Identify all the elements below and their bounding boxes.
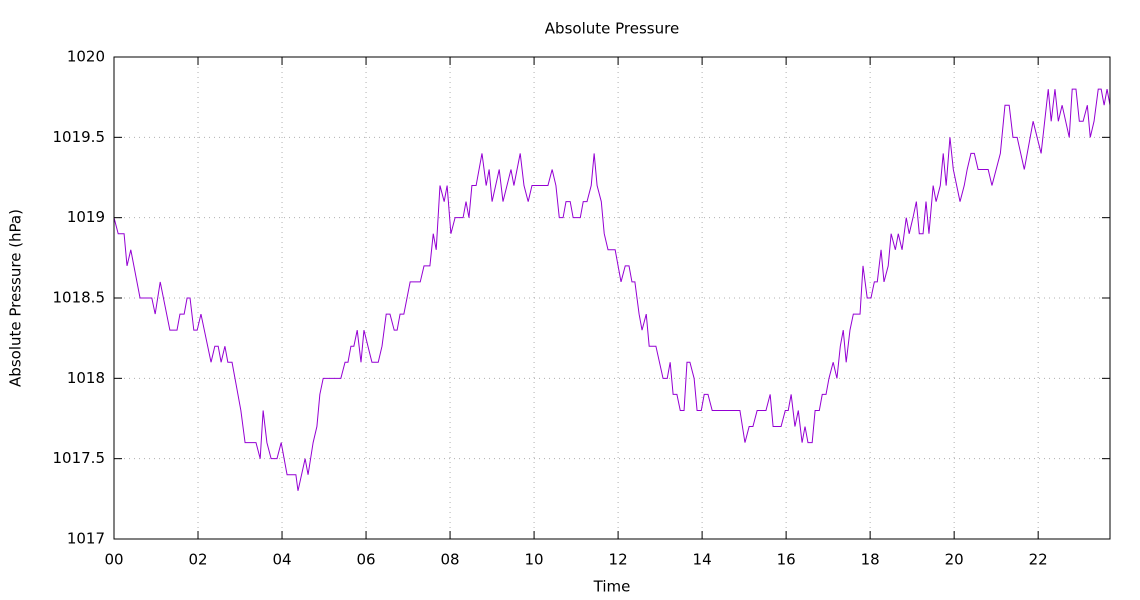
x-tick-label: 12	[609, 551, 628, 569]
y-tick-label: 1019.5	[53, 128, 106, 146]
y-tick-label: 1020	[67, 48, 105, 66]
y-tick-label: 1017.5	[53, 449, 106, 467]
y-tick-label: 1018	[67, 369, 105, 387]
x-axis-label: Time	[593, 578, 631, 596]
chart-title: Absolute Pressure	[545, 20, 679, 38]
x-tick-label: 20	[945, 551, 964, 569]
x-tick-label: 06	[356, 551, 375, 569]
y-axis-label: Absolute Pressure (hPa)	[7, 209, 25, 387]
x-tick-label: 08	[441, 551, 460, 569]
x-tick-label: 14	[693, 551, 712, 569]
y-tick-label: 1018.5	[53, 289, 106, 307]
x-tick-label: 10	[525, 551, 544, 569]
plot-frame	[113, 56, 1111, 540]
x-tick-label: 00	[104, 551, 123, 569]
y-tick-label: 1019	[67, 208, 105, 226]
x-tick-label: 22	[1029, 551, 1048, 569]
data-line	[113, 88, 1111, 491]
x-tick-label: 18	[861, 551, 880, 569]
x-tick-label: 02	[188, 551, 207, 569]
x-tick-label: 04	[272, 551, 291, 569]
y-tick-label: 1017	[67, 530, 105, 548]
x-tick-label: 16	[777, 551, 796, 569]
